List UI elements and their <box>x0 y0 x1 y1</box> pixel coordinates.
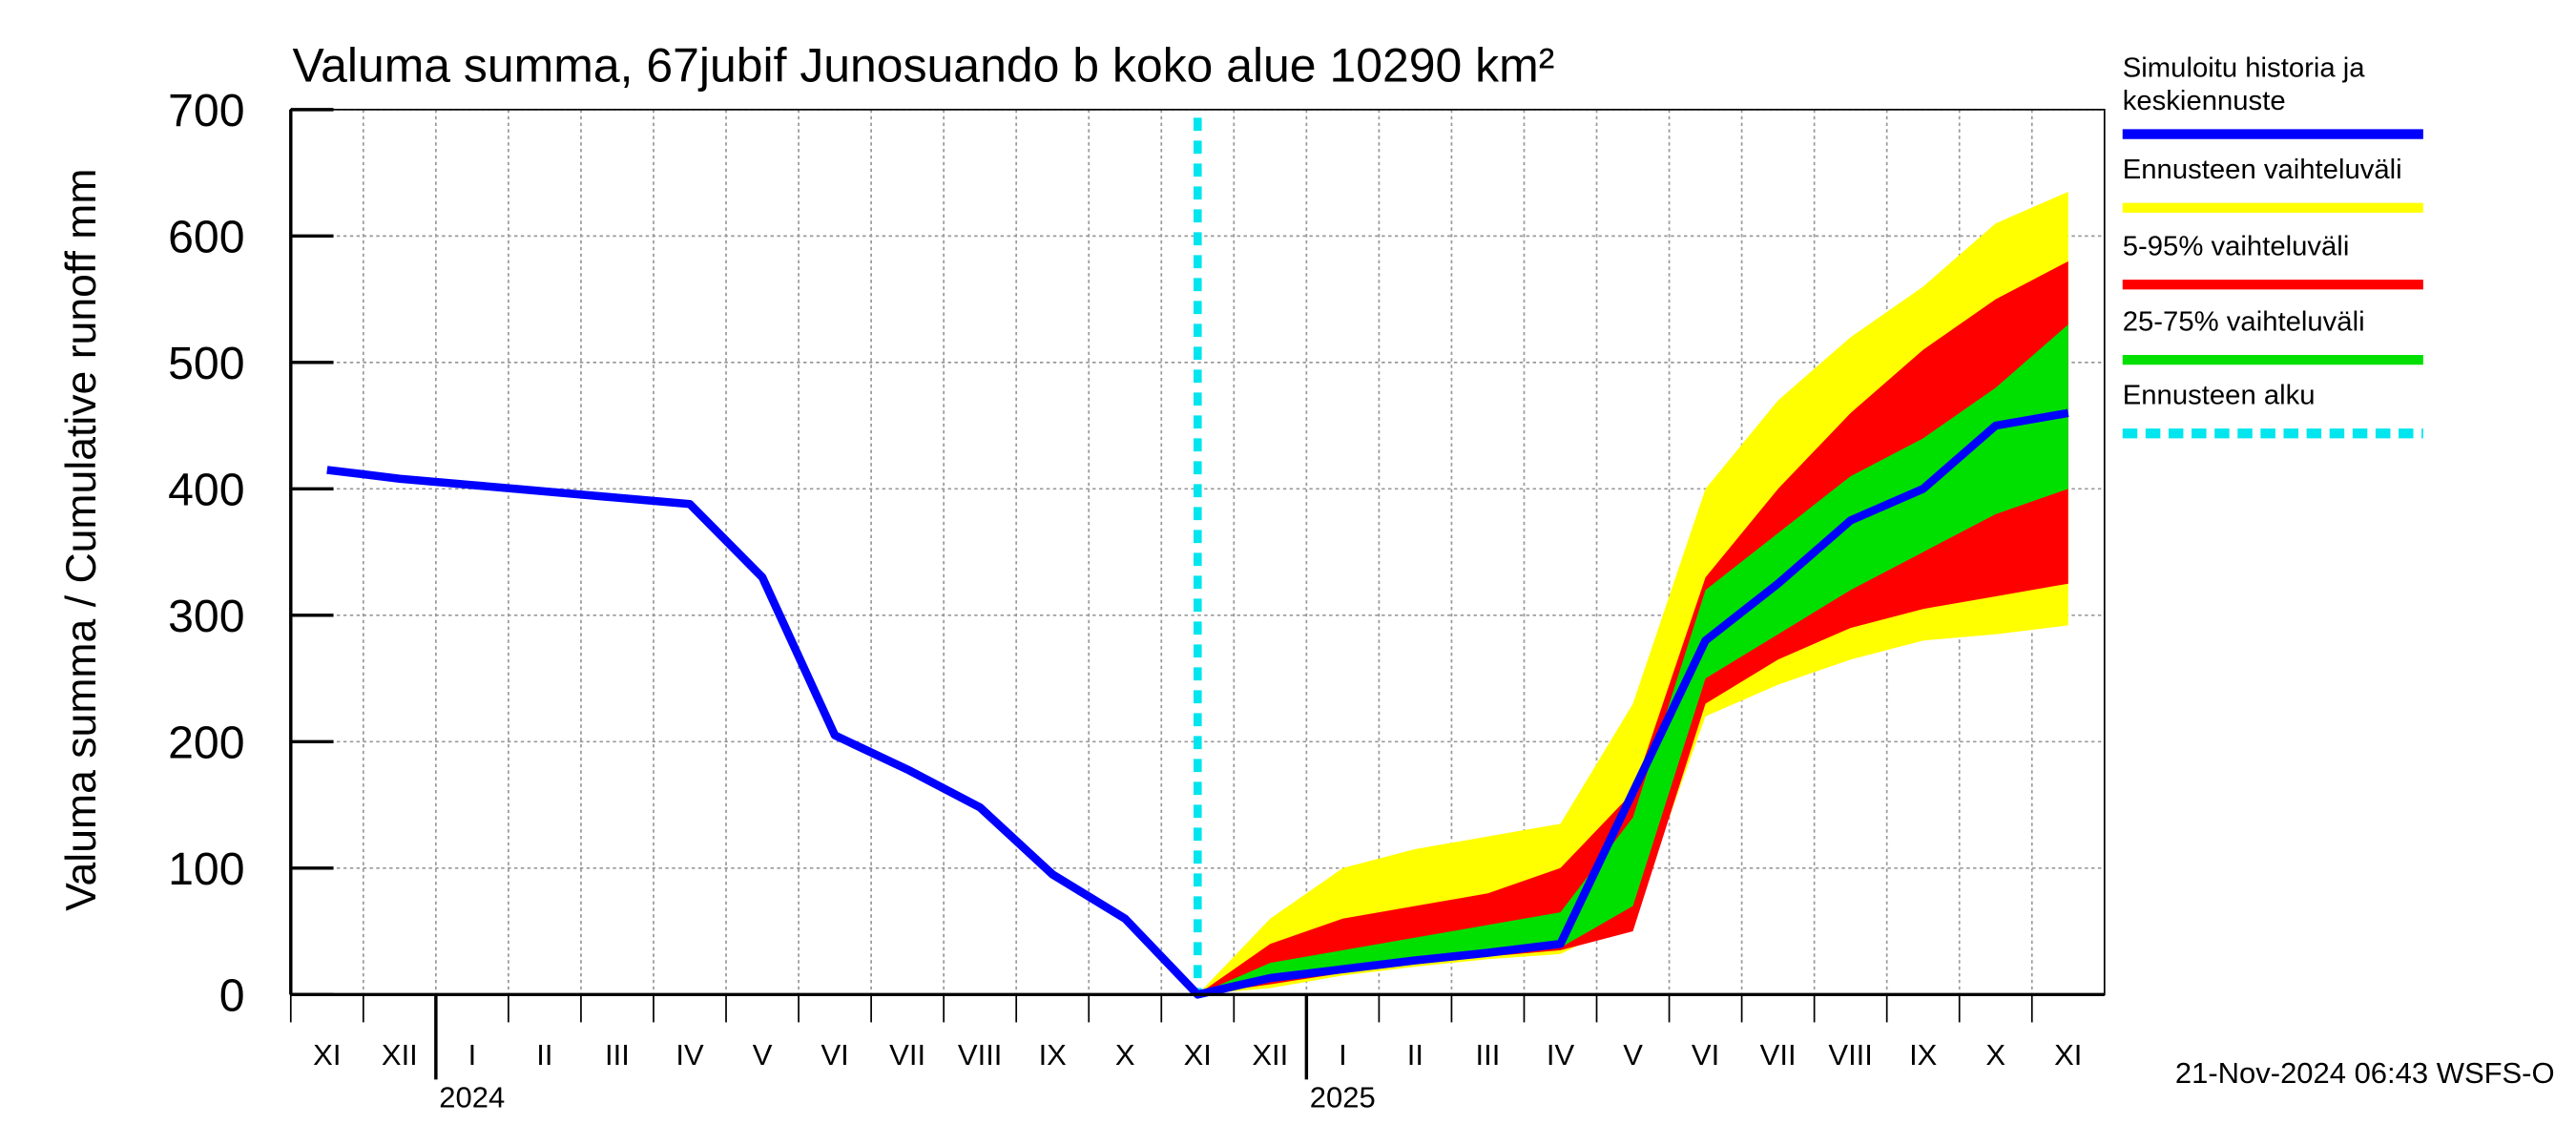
x-tick-label: XI <box>1184 1038 1212 1072</box>
y-tick-label: 600 <box>168 212 244 263</box>
legend-item: Ennusteen vaihteluväli <box>2122 154 2402 185</box>
x-tick-label: VIII <box>958 1038 1002 1072</box>
legend-label: Simuloitu historia ja keskiennuste <box>2122 52 2365 116</box>
x-tick-label: XII <box>1252 1038 1288 1072</box>
x-tick-label: II <box>1407 1038 1423 1072</box>
y-tick-label: 700 <box>168 85 244 136</box>
year-label: 2024 <box>439 1081 505 1114</box>
y-tick-label: 100 <box>168 843 244 895</box>
x-tick-label: X <box>1115 1038 1135 1072</box>
x-tick-label: IX <box>1039 1038 1067 1072</box>
x-tick-label: VIII <box>1828 1038 1872 1072</box>
y-tick-label: 400 <box>168 465 244 516</box>
x-tick-label: V <box>1623 1038 1643 1072</box>
chart-title: Valuma summa, 67jubif Junosuando b koko … <box>293 39 1555 93</box>
legend-item: Simuloitu historia ja keskiennuste <box>2122 52 2365 116</box>
x-tick-label: I <box>468 1038 477 1072</box>
legend-label: 25-75% vaihteluväli <box>2122 305 2365 338</box>
y-tick-label: 500 <box>168 338 244 389</box>
x-tick-label: XII <box>382 1038 418 1072</box>
x-tick-label: VI <box>1692 1038 1719 1072</box>
x-tick-label: III <box>605 1038 630 1072</box>
x-tick-label: IX <box>1909 1038 1937 1072</box>
y-axis-label: Valuma summa / Cumulative runoff mm <box>58 169 105 911</box>
x-tick-label: IV <box>1547 1038 1575 1072</box>
legend-label: Ennusteen alku <box>2122 379 2316 411</box>
x-tick-label: X <box>1985 1038 2005 1072</box>
x-tick-label: III <box>1476 1038 1501 1072</box>
x-tick-label: I <box>1339 1038 1347 1072</box>
x-tick-label: IV <box>675 1038 704 1072</box>
range-band <box>1197 260 2068 995</box>
range-band <box>1197 191 2068 995</box>
footer: 21-Nov-2024 06:43 WSFS-O <box>2175 1056 2555 1090</box>
range-band <box>1197 324 2068 995</box>
year-label: 2025 <box>1310 1081 1376 1114</box>
x-tick-label: VII <box>1760 1038 1797 1072</box>
x-tick-label: VI <box>821 1038 848 1072</box>
legend-item: 25-75% vaihteluväli <box>2122 305 2365 338</box>
legend-label: Ennusteen vaihteluväli <box>2122 154 2402 185</box>
x-tick-label: V <box>753 1038 773 1072</box>
legend-label: 5-95% vaihteluväli <box>2122 230 2350 262</box>
x-tick-label: VII <box>889 1038 925 1072</box>
legend-item: 5-95% vaihteluväli <box>2122 230 2350 262</box>
y-tick-label: 300 <box>168 591 244 642</box>
x-tick-label: II <box>536 1038 552 1072</box>
x-tick-label: XI <box>2054 1038 2082 1072</box>
legend-item: Ennusteen alku <box>2122 379 2316 411</box>
x-tick-label: XI <box>313 1038 341 1072</box>
y-tick-label: 0 <box>219 970 245 1022</box>
y-tick-label: 200 <box>168 718 244 769</box>
